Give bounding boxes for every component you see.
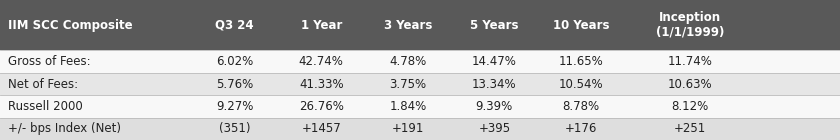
- Text: 13.34%: 13.34%: [472, 78, 517, 90]
- Text: 14.47%: 14.47%: [472, 55, 517, 68]
- Text: 4.78%: 4.78%: [389, 55, 427, 68]
- Text: 11.74%: 11.74%: [668, 55, 712, 68]
- Text: Inception
(1/1/1999): Inception (1/1/1999): [656, 11, 724, 39]
- Text: 3 Years: 3 Years: [384, 19, 432, 32]
- Text: 1 Year: 1 Year: [301, 19, 342, 32]
- Bar: [0, 118, 840, 140]
- Text: 9.27%: 9.27%: [216, 100, 254, 113]
- Text: Russell 2000: Russell 2000: [8, 100, 83, 113]
- Text: 10.54%: 10.54%: [559, 78, 603, 90]
- Text: 5.76%: 5.76%: [216, 78, 254, 90]
- Bar: [0, 50, 840, 73]
- Bar: [0, 73, 840, 95]
- Text: +176: +176: [564, 122, 597, 135]
- Text: +395: +395: [478, 122, 511, 135]
- Text: Q3 24: Q3 24: [216, 19, 254, 32]
- Text: 41.33%: 41.33%: [299, 78, 344, 90]
- Text: 1.84%: 1.84%: [389, 100, 427, 113]
- Text: IIM SCC Composite: IIM SCC Composite: [8, 19, 133, 32]
- Text: 6.02%: 6.02%: [216, 55, 254, 68]
- Text: 9.39%: 9.39%: [475, 100, 513, 113]
- Text: Net of Fees:: Net of Fees:: [8, 78, 78, 90]
- Text: Gross of Fees:: Gross of Fees:: [8, 55, 91, 68]
- Text: +/- bps Index (Net): +/- bps Index (Net): [8, 122, 122, 135]
- Text: +191: +191: [391, 122, 424, 135]
- Text: +251: +251: [674, 122, 706, 135]
- Text: 10.63%: 10.63%: [668, 78, 712, 90]
- Text: 26.76%: 26.76%: [299, 100, 344, 113]
- Bar: [0, 0, 840, 50]
- Text: 42.74%: 42.74%: [299, 55, 344, 68]
- Text: 8.12%: 8.12%: [671, 100, 709, 113]
- Text: 3.75%: 3.75%: [389, 78, 427, 90]
- Text: 11.65%: 11.65%: [559, 55, 603, 68]
- Text: 5 Years: 5 Years: [470, 19, 518, 32]
- Text: 8.78%: 8.78%: [562, 100, 600, 113]
- Text: +1457: +1457: [302, 122, 341, 135]
- Bar: [0, 95, 840, 118]
- Text: (351): (351): [219, 122, 250, 135]
- Text: 10 Years: 10 Years: [553, 19, 609, 32]
